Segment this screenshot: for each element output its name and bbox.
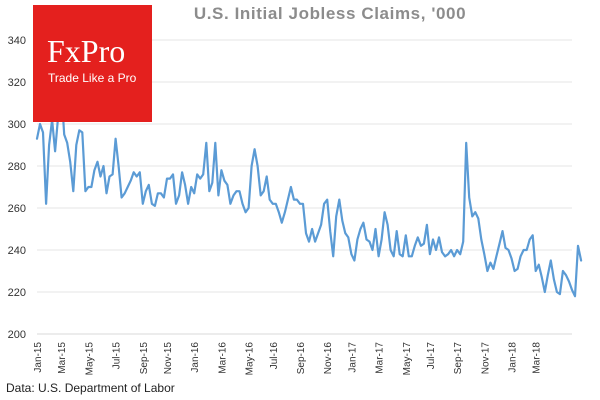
x-tick-label-May-17: May-17 <box>402 342 413 376</box>
x-tick-label-Jan-16: Jan-16 <box>190 342 201 373</box>
x-tick-label-Jul-16: Jul-16 <box>269 342 280 370</box>
x-tick-labels: Jan-15 Mar-15 May-15 Jul-15 Sep-15 Nov-15 Jan-… <box>33 342 543 376</box>
y-tick-label-320: 320 <box>8 77 26 89</box>
series-layer <box>35 85 583 298</box>
logo-tagline: Trade Like a Pro <box>48 71 137 85</box>
x-tick-label-Mar-15: Mar-15 <box>57 342 68 374</box>
y-tick-labels: 200 220 240 260 280 300 320 340 <box>8 35 26 341</box>
y-tick-label-340: 340 <box>8 35 26 47</box>
x-tick-label-Jul-17: Jul-17 <box>426 342 437 370</box>
x-tick-label-Nov-16: Nov-16 <box>323 342 334 375</box>
chart-title: U.S. Initial Jobless Claims, '000 <box>193 4 467 23</box>
x-tick-label-Nov-17: Nov-17 <box>480 342 491 375</box>
logo-brand: FxPro <box>47 33 126 69</box>
x-tick-label-Sep-17: Sep-17 <box>453 342 464 375</box>
series-line-0 <box>35 85 583 298</box>
y-tick-label-280: 280 <box>8 161 26 173</box>
x-tick-label-Sep-15: Sep-15 <box>139 342 150 375</box>
x-tick-label-Sep-16: Sep-16 <box>296 342 307 375</box>
y-tick-label-220: 220 <box>8 287 26 299</box>
x-tick-label-May-16: May-16 <box>245 342 256 376</box>
x-tick-label-Mar-16: Mar-16 <box>217 342 228 374</box>
x-tick-label-Jan-15: Jan-15 <box>33 342 44 373</box>
source-note: Data: U.S. Department of Labor <box>6 381 175 395</box>
x-tick-label-Jul-15: Jul-15 <box>112 342 123 370</box>
y-tick-label-240: 240 <box>8 245 26 257</box>
fxpro-logo: FxPro Trade Like a Pro <box>33 5 152 122</box>
y-tick-label-260: 260 <box>8 203 26 215</box>
x-tick-label-Jan-17: Jan-17 <box>347 342 358 373</box>
x-tick-label-May-15: May-15 <box>84 342 95 376</box>
x-tick-label-Mar-17: Mar-17 <box>375 342 386 374</box>
y-tick-label-200: 200 <box>8 329 26 341</box>
x-tick-label-Jan-18: Jan-18 <box>508 342 519 373</box>
x-tick-label-Mar-18: Mar-18 <box>532 342 543 374</box>
y-tick-label-300: 300 <box>8 119 26 131</box>
x-tick-label-Nov-15: Nov-15 <box>163 342 174 375</box>
